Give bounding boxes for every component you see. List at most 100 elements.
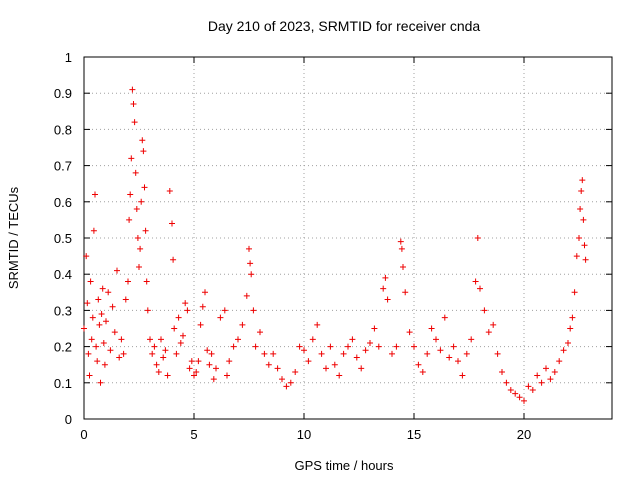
data-point (279, 376, 285, 383)
data-point (131, 119, 138, 126)
x-axis-label: GPS time / hours (295, 458, 394, 473)
x-tick-label: 10 (297, 427, 311, 442)
data-point (358, 365, 365, 372)
y-tick-label: 0.5 (54, 231, 72, 246)
data-point (397, 238, 404, 245)
data-point (428, 325, 435, 332)
x-tick-label: 5 (190, 427, 197, 442)
data-point (191, 372, 197, 379)
data-point (314, 321, 321, 328)
data-point (534, 372, 541, 379)
data-point (99, 285, 106, 292)
data-point (375, 343, 382, 350)
data-point (318, 350, 325, 357)
data-point (556, 358, 563, 365)
data-point (169, 220, 175, 227)
data-point (507, 387, 514, 394)
data-point (138, 198, 145, 205)
data-point (571, 289, 578, 296)
data-point (565, 339, 571, 346)
data-point (547, 376, 554, 383)
data-point (107, 347, 114, 354)
data-point (250, 307, 257, 314)
data-point (538, 379, 545, 386)
data-point (362, 347, 369, 354)
y-tick-label: 0 (65, 412, 72, 427)
data-point (581, 242, 588, 249)
data-point (221, 307, 228, 314)
data-point (287, 379, 294, 386)
data-point (186, 365, 193, 372)
data-point (455, 358, 461, 365)
data-point (349, 336, 356, 343)
data-point (243, 292, 250, 299)
x-tick-label: 15 (407, 427, 421, 442)
data-point (353, 354, 360, 361)
y-tick-label: 1 (65, 50, 72, 65)
data-point (411, 343, 417, 350)
data-point (437, 347, 444, 354)
data-points (81, 86, 589, 404)
data-point (309, 336, 316, 343)
data-point (474, 235, 481, 241)
y-tick-labels: 0 0.1 0.2 0.3 0.4 0.5 0.6 0.7 0.8 0.9 1 (54, 50, 72, 427)
data-point (400, 263, 406, 270)
data-point (144, 307, 151, 314)
data-point (551, 368, 558, 375)
data-point (367, 339, 373, 346)
data-point (105, 289, 112, 296)
axis-ticks (83, 56, 612, 420)
data-point (116, 354, 123, 361)
data-point (327, 343, 334, 350)
data-point (419, 368, 426, 375)
data-point (202, 289, 208, 296)
data-point (371, 325, 378, 332)
y-tick-label: 0.7 (54, 159, 72, 174)
y-tick-label: 0.4 (54, 267, 72, 282)
data-point (560, 347, 567, 354)
data-point (516, 394, 523, 401)
data-point (336, 372, 343, 379)
data-point (149, 350, 156, 357)
data-point (151, 343, 158, 350)
data-point (111, 329, 118, 336)
x-tick-label: 0 (80, 427, 87, 442)
data-point (441, 314, 448, 321)
data-point (109, 303, 116, 310)
data-point (175, 314, 182, 321)
data-point (261, 350, 268, 357)
data-point (247, 260, 254, 267)
data-point (195, 358, 202, 365)
data-point (576, 235, 582, 241)
data-point (270, 350, 277, 357)
y-tick-label: 0.9 (54, 86, 72, 101)
data-point (96, 321, 103, 328)
data-point (100, 339, 107, 346)
data-point (529, 387, 536, 394)
data-point (81, 325, 87, 332)
data-point (164, 372, 171, 379)
data-point (499, 368, 505, 375)
x-tick-label: 20 (517, 427, 531, 442)
data-point (210, 376, 217, 383)
data-point (88, 336, 95, 343)
data-point (85, 350, 92, 357)
data-point (87, 278, 94, 285)
data-point (472, 278, 479, 285)
data-point (468, 336, 475, 343)
data-point (226, 358, 233, 365)
data-point (481, 307, 488, 314)
data-point (252, 343, 259, 350)
data-point (246, 245, 252, 252)
data-point (127, 191, 134, 198)
data-point (184, 307, 191, 314)
data-point (283, 383, 290, 390)
data-point (382, 274, 389, 281)
y-tick-label: 0.1 (54, 376, 72, 391)
data-point (543, 365, 549, 372)
data-point (98, 311, 105, 318)
data-point (92, 191, 98, 198)
data-point (197, 321, 204, 328)
data-point (162, 347, 169, 354)
data-point (120, 350, 127, 357)
